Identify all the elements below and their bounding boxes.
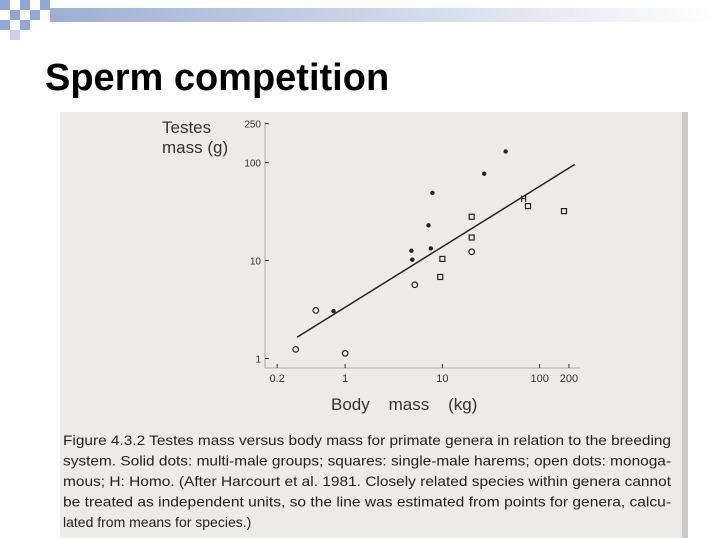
dot — [410, 257, 415, 262]
caption-line: lated from means for species.) — [63, 514, 251, 530]
fit-line — [296, 163, 576, 338]
square — [437, 273, 444, 281]
checker — [0, 0, 50, 40]
x-tick-label: 100 — [530, 373, 548, 385]
dot — [409, 248, 414, 253]
slide-title: Sperm competition — [45, 57, 389, 99]
open-dot — [411, 281, 419, 289]
square — [524, 202, 532, 210]
dot — [331, 308, 336, 314]
y-axis-label: Testes — [162, 118, 211, 137]
open-dot — [341, 349, 349, 357]
y-axis-label: mass (g) — [162, 138, 228, 157]
dot — [503, 149, 508, 154]
dot — [430, 190, 435, 196]
square — [468, 213, 475, 220]
y-tick-label: 10 — [250, 257, 262, 268]
caption-line: system. Solid dots: multi-male groups; s… — [63, 453, 671, 469]
y-tick-label: 250 — [244, 120, 261, 131]
x-tick-label: 1 — [342, 373, 348, 385]
caption-line: mous; H: Homo. (After Harcourt et al. 19… — [63, 473, 671, 489]
dot — [481, 171, 487, 176]
y-tick-label: 100 — [244, 159, 261, 170]
open-dot — [292, 345, 300, 353]
caption-line: be treated as independent units, so the … — [63, 494, 671, 510]
caption: Figure 4.3.2 Testes mass versus body mas… — [63, 432, 671, 530]
x-axis-label: Body mass (kg) — [331, 395, 477, 414]
open-dot — [468, 248, 476, 256]
open-dot — [312, 306, 320, 314]
x-tick-label: 0.2 — [270, 373, 285, 385]
scan-area — [60, 112, 685, 538]
dot — [428, 246, 433, 251]
top-band — [50, 8, 720, 22]
square — [560, 208, 568, 215]
scan-edge — [682, 112, 688, 538]
square — [439, 255, 446, 263]
dot — [426, 223, 431, 228]
x-tick-label: 200 — [560, 373, 578, 385]
square — [468, 234, 475, 241]
annotation: H — [520, 194, 527, 204]
x-tick-label: 10 — [436, 373, 448, 385]
caption-line: Figure 4.3.2 Testes mass versus body mas… — [63, 432, 671, 448]
y-tick-label: 1 — [255, 355, 261, 366]
